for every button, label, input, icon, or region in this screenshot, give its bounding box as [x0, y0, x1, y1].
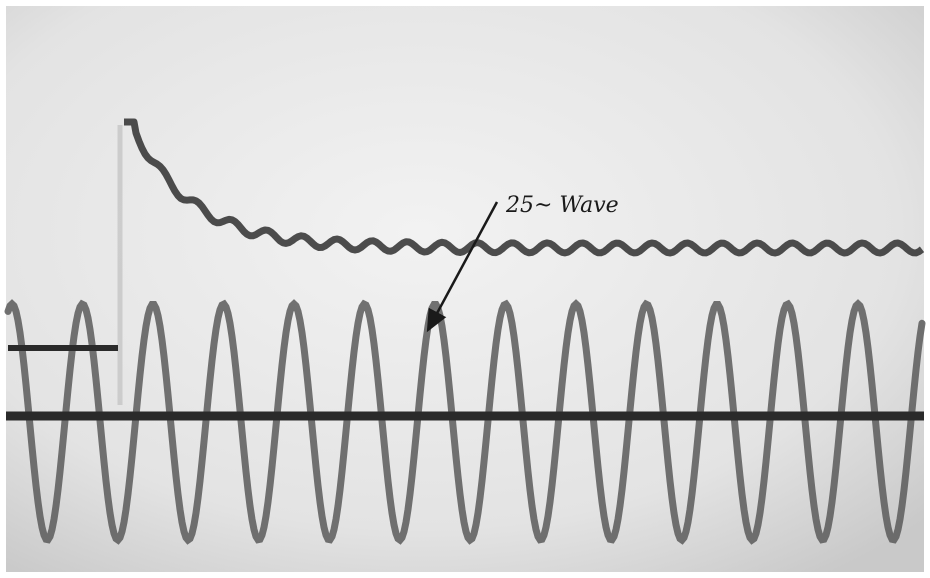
photo-background [6, 6, 924, 572]
oscillogram: 25~ Wave [0, 0, 930, 578]
annotation-label: 25~ Wave [505, 193, 619, 218]
